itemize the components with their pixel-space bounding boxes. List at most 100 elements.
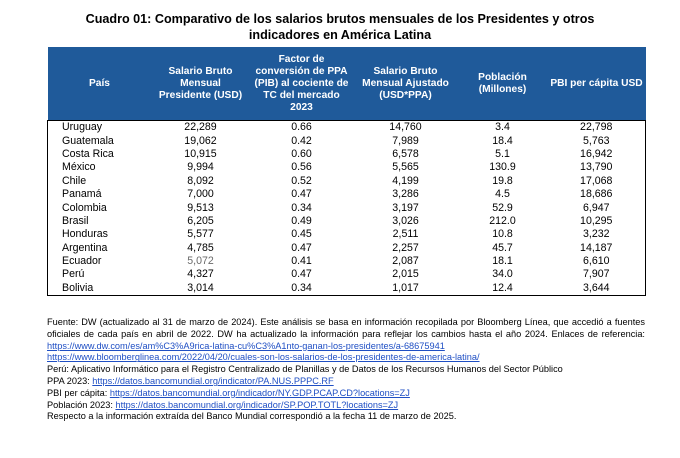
table-row: Chile 8,092 0.52 4,199 19.8 17,068 xyxy=(48,175,646,188)
cell-adjusted: 3,197 xyxy=(392,201,419,214)
table-row: Brasil 6,205 0.49 3,026 212.0 10,295 xyxy=(48,215,646,228)
cell-country: Colombia xyxy=(62,201,107,214)
poblacion-note: Población 2023: https://datos.bancomundi… xyxy=(47,400,645,412)
cell-salary: 6,205 xyxy=(187,214,214,227)
cell-adjusted: 6,578 xyxy=(392,147,419,160)
cell-factor: 0.34 xyxy=(291,201,312,214)
pbi-label: PBI per cápita: xyxy=(47,387,110,398)
table-row: Honduras 5,577 0.45 2,511 10.8 3,232 xyxy=(48,228,646,241)
cell-gdp: 6,947 xyxy=(582,201,610,214)
cell-country: Perú xyxy=(62,268,85,281)
cell-factor: 0.45 xyxy=(291,228,312,241)
cell-adjusted: 5,565 xyxy=(392,161,419,174)
cell-gdp: 22,798 xyxy=(580,121,613,134)
cell-factor: 0.34 xyxy=(291,281,312,294)
cell-population: 10.8 xyxy=(492,228,513,241)
cell-gdp: 14,187 xyxy=(580,241,613,254)
table-row: Guatemala 19,062 0.42 7,989 18.4 5,763 xyxy=(48,134,646,147)
pbi-note: PBI per cápita: https://datos.bancomundi… xyxy=(47,388,645,400)
bloomberg-note: https://www.bloomberglinea.com/2022/04/2… xyxy=(47,352,645,364)
cell-adjusted: 3,286 xyxy=(392,188,419,201)
table-row: Panamá 7,000 0.47 3,286 4.5 18,686 xyxy=(48,188,646,201)
cell-salary: 9,513 xyxy=(187,201,214,214)
cell-country: Chile xyxy=(62,174,87,187)
cell-salary: 22,289 xyxy=(184,121,217,134)
cell-population: 52.9 xyxy=(492,201,513,214)
cell-country: Panamá xyxy=(62,188,102,201)
cell-factor: 0.60 xyxy=(291,147,312,160)
cell-population: 130.9 xyxy=(489,161,516,174)
cell-country: Argentina xyxy=(62,241,108,254)
header-pbi-per-capita: PBI per cápita USD xyxy=(547,47,646,121)
cell-salary: 3,014 xyxy=(187,281,214,294)
table-header-row: País Salario Bruto Mensual Presidente (U… xyxy=(47,47,646,121)
source-text: Fuente: DW (actualizado al 31 de marzo d… xyxy=(47,317,645,339)
table-row: Bolivia 3,014 0.34 1,017 12.4 3,644 xyxy=(48,282,646,296)
table-body: Uruguay 22,289 0.66 14,760 3.4 22,798 Guatemal… xyxy=(47,120,646,296)
cell-factor: 0.47 xyxy=(291,268,312,281)
cell-country: Ecuador xyxy=(62,255,102,268)
table-row: Perú 4,327 0.47 2,015 34.0 7,907 xyxy=(48,268,646,281)
table-title: Cuadro 01: Comparativo de los salarios b… xyxy=(0,11,680,43)
cell-gdp: 18,686 xyxy=(580,188,613,201)
poblacion-link[interactable]: https://datos.bancomundial.org/indicador… xyxy=(115,399,399,410)
table-row: Costa Rica 10,915 0.60 6,578 5.1 16,942 xyxy=(48,148,646,161)
cell-gdp: 3,644 xyxy=(582,281,610,294)
cell-salary: 8,092 xyxy=(187,174,214,187)
cell-gdp: 3,232 xyxy=(582,228,610,241)
cell-factor: 0.49 xyxy=(291,214,312,227)
table-row: Ecuador 5,072 0.41 2,087 18.1 6,610 xyxy=(48,255,646,268)
header-salario-bruto: Salario Bruto Mensual Presidente (USD) xyxy=(151,47,250,121)
poblacion-label: Población 2023: xyxy=(47,399,116,410)
cell-salary: 10,915 xyxy=(184,147,217,160)
table-row: Uruguay 22,289 0.66 14,760 3.4 22,798 xyxy=(48,121,646,135)
title-line-2: indicadores en América Latina xyxy=(248,28,432,42)
source-note: Fuente: DW (actualizado al 31 de marzo d… xyxy=(47,317,645,352)
cell-salary: 4,785 xyxy=(187,241,214,254)
cell-factor: 0.52 xyxy=(291,174,312,187)
dw-link[interactable]: https://www.dw.com/es/am%C3%A9rica-latin… xyxy=(47,340,445,351)
cell-salary: 5,577 xyxy=(187,228,214,241)
cell-country: Uruguay xyxy=(62,121,103,134)
bloomberg-link[interactable]: https://www.bloomberglinea.com/2022/04/2… xyxy=(47,352,480,363)
pbi-link[interactable]: https://datos.bancomundial.org/indicador… xyxy=(109,387,410,398)
cell-country: Costa Rica xyxy=(62,147,114,160)
cell-country: Honduras xyxy=(62,228,108,241)
cell-adjusted: 4,199 xyxy=(392,174,419,187)
cell-adjusted: 2,015 xyxy=(392,268,419,281)
cell-adjusted: 7,989 xyxy=(392,134,419,147)
header-salario-ajustado: Salario Bruto Mensual Ajustado (USD*PPA) xyxy=(353,47,458,121)
ppa-link[interactable]: https://datos.bancomundial.org/indicator… xyxy=(92,375,334,386)
cell-population: 3.4 xyxy=(495,121,510,134)
cell-salary: 7,000 xyxy=(187,188,214,201)
cell-salary: 19,062 xyxy=(184,134,217,147)
cell-factor: 0.47 xyxy=(291,188,312,201)
cell-adjusted: 2,087 xyxy=(392,255,419,268)
cell-gdp: 6,610 xyxy=(582,255,610,268)
cell-population: 12.4 xyxy=(492,281,513,294)
cell-gdp: 17,068 xyxy=(580,174,613,187)
cell-factor: 0.41 xyxy=(291,255,312,268)
cell-population: 45.7 xyxy=(492,241,513,254)
ppa-note: PPA 2023: https://datos.bancomundial.org… xyxy=(47,376,645,388)
cell-factor: 0.42 xyxy=(291,134,312,147)
cell-salary: 9,994 xyxy=(187,161,214,174)
cell-gdp: 7,907 xyxy=(582,268,610,281)
cell-country: Bolivia xyxy=(62,281,94,294)
cell-salary: 4,327 xyxy=(187,268,214,281)
cell-population: 5.1 xyxy=(495,147,510,160)
cell-salary: 5,072 xyxy=(187,255,214,268)
cell-adjusted: 1,017 xyxy=(392,281,419,294)
cell-population: 212.0 xyxy=(489,214,516,227)
cell-factor: 0.47 xyxy=(291,241,312,254)
title-line-1: Cuadro 01: Comparativo de los salarios b… xyxy=(85,12,595,26)
cell-country: México xyxy=(62,161,96,174)
cell-population: 34.0 xyxy=(492,268,513,281)
cell-factor: 0.56 xyxy=(291,161,312,174)
cell-adjusted: 3,026 xyxy=(392,214,419,227)
final-note: Respecto a la información extraída del B… xyxy=(47,411,457,422)
header-poblacion: Población (Millones) xyxy=(457,47,548,121)
cell-adjusted: 2,257 xyxy=(392,241,419,254)
cell-adjusted: 2,511 xyxy=(392,228,419,241)
cell-population: 4.5 xyxy=(495,188,510,201)
